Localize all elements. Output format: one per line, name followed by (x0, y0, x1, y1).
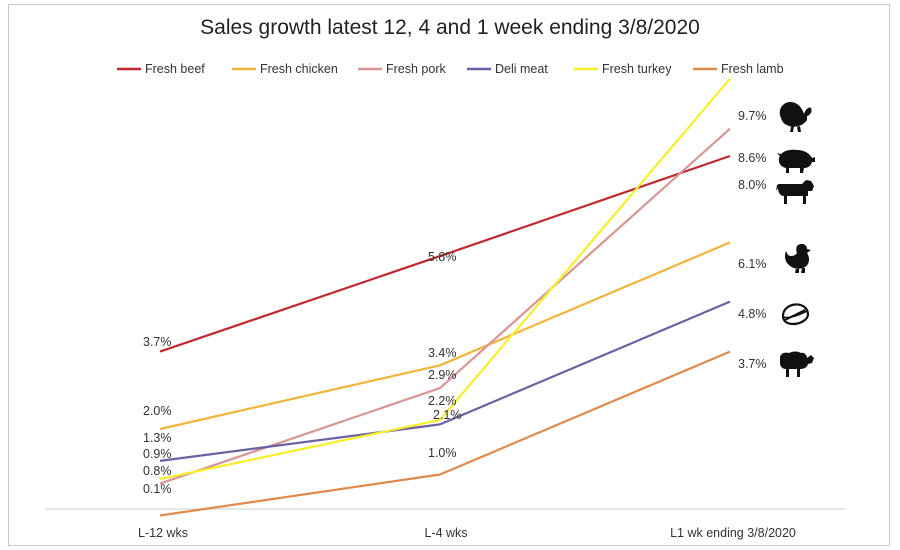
cow-icon (776, 180, 814, 204)
data-label-fresh-lamb: 1.0% (428, 446, 457, 460)
x-tick-label: L1 wk ending 3/8/2020 (670, 526, 796, 540)
chart-title: Sales growth latest 12, 4 and 1 week end… (200, 16, 700, 39)
legend-label: Fresh pork (386, 62, 446, 76)
lamb-icon (780, 351, 814, 377)
data-label-fresh-lamb: 0.1% (143, 482, 172, 496)
data-label-fresh-lamb: 3.7% (738, 357, 767, 371)
data-label-fresh-turkey: 9.7% (738, 109, 767, 123)
data-label-fresh-turkey: 2.2% (428, 394, 457, 408)
data-label-fresh-beef: 3.7% (143, 335, 172, 349)
series-line-fresh-beef (159, 154, 731, 353)
x-tick-label: L-4 wks (424, 526, 467, 540)
legend-item-fresh-beef: Fresh beef (117, 62, 205, 76)
legend: Fresh beef Fresh chicken Fresh pork Deli me… (117, 62, 784, 76)
data-labels: 3.7% 5.8% 8.0% 2.0% 3.4% 6.1% 0.8% 2.9% 8.6% 1.3%… (143, 109, 767, 496)
data-label-deli-meat: 1.3% (143, 431, 172, 445)
series-line-fresh-lamb (159, 350, 731, 517)
data-label-fresh-pork: 0.8% (143, 464, 172, 478)
series-line-deli-meat (159, 300, 731, 462)
data-label-fresh-chicken: 3.4% (428, 346, 457, 360)
data-label-fresh-pork: 8.6% (738, 151, 767, 165)
legend-label: Deli meat (495, 62, 548, 76)
legend-label: Fresh turkey (602, 62, 672, 76)
series-lines (159, 77, 731, 517)
deli-meat-icon (781, 303, 810, 326)
data-label-deli-meat: 2.1% (433, 408, 462, 422)
turkey-icon (779, 102, 812, 132)
data-label-fresh-chicken: 6.1% (738, 257, 767, 271)
series-line-fresh-turkey (159, 77, 731, 481)
chicken-icon (785, 243, 811, 273)
data-label-fresh-pork: 2.9% (428, 368, 457, 382)
series-line-fresh-pork (159, 127, 731, 485)
legend-item-fresh-chicken: Fresh chicken (232, 62, 338, 76)
chart-frame (8, 4, 890, 546)
data-label-deli-meat: 4.8% (738, 307, 767, 321)
legend-item-fresh-lamb: Fresh lamb (693, 62, 784, 76)
data-label-fresh-turkey: 0.9% (143, 447, 172, 461)
legend-item-fresh-turkey: Fresh turkey (574, 62, 672, 76)
data-label-fresh-beef: 5.8% (428, 250, 457, 264)
pig-icon (777, 149, 815, 173)
legend-label: Fresh lamb (721, 62, 784, 76)
legend-label: Fresh chicken (260, 62, 338, 76)
legend-item-fresh-pork: Fresh pork (358, 62, 446, 76)
series-icons (776, 102, 815, 377)
legend-label: Fresh beef (145, 62, 205, 76)
data-label-fresh-beef: 8.0% (738, 178, 767, 192)
series-line-fresh-chicken (159, 241, 731, 431)
data-label-fresh-chicken: 2.0% (143, 404, 172, 418)
legend-item-deli-meat: Deli meat (467, 62, 548, 76)
x-tick-label: L-12 wks (138, 526, 188, 540)
x-axis-ticks: L-12 wks L-4 wks L1 wk ending 3/8/2020 (138, 526, 796, 540)
